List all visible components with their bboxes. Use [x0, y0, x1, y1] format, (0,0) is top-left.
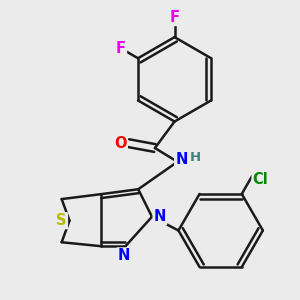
Text: H: H — [190, 152, 201, 164]
Text: S: S — [56, 213, 67, 228]
Text: N: N — [154, 209, 166, 224]
Text: N: N — [117, 248, 130, 263]
Text: N: N — [175, 152, 188, 167]
Text: O: O — [114, 136, 127, 151]
Text: F: F — [116, 41, 126, 56]
Text: Cl: Cl — [253, 172, 268, 187]
Text: F: F — [169, 10, 179, 25]
